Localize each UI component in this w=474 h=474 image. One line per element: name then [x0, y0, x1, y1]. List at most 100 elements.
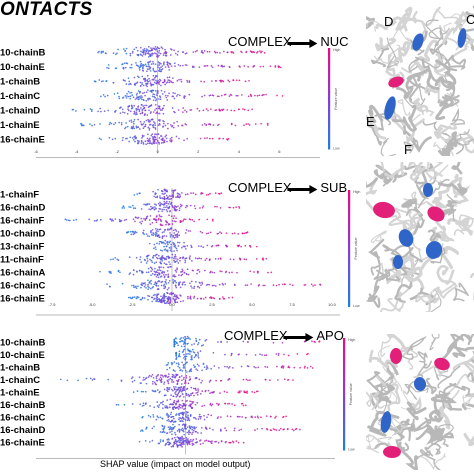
shap-point: [152, 137, 154, 140]
shap-point: [145, 286, 147, 289]
shap-point: [171, 223, 174, 225]
shap-point: [169, 240, 172, 243]
shap-point: [185, 337, 188, 340]
shap-point: [152, 141, 155, 144]
shap-point: [180, 271, 182, 273]
shap-point: [180, 442, 183, 445]
shap-point: [176, 389, 179, 391]
shap-point: [228, 366, 231, 368]
shap-point: [170, 80, 172, 83]
shap-point: [142, 123, 145, 125]
shap-point: [144, 284, 147, 286]
shap-point: [171, 220, 174, 222]
shap-point: [265, 415, 268, 418]
shap-point: [204, 296, 207, 299]
shap-point: [254, 123, 257, 125]
shap-point: [266, 124, 269, 126]
shap-point: [96, 219, 99, 221]
shap-point: [130, 233, 133, 236]
shap-point: [165, 209, 168, 211]
shap-point: [169, 426, 172, 428]
shap-point: [279, 66, 282, 69]
shap-point: [310, 283, 313, 286]
shap-point: [161, 424, 164, 427]
shap-point: [145, 99, 148, 102]
shap-point: [130, 119, 133, 122]
x-tick-label: -2: [115, 149, 119, 154]
shap-point: [162, 62, 165, 65]
shap-point: [203, 94, 206, 97]
colorbar-low-label: Low: [333, 147, 340, 151]
shap-point: [191, 400, 193, 403]
shap-point: [166, 288, 169, 291]
shap-point: [147, 118, 149, 121]
shap-point: [157, 133, 159, 135]
shap-point: [98, 137, 101, 140]
shap-point: [160, 84, 162, 87]
shap-point: [152, 67, 155, 70]
shap-point: [161, 203, 164, 206]
shap-point: [93, 219, 96, 222]
shap-point: [196, 343, 199, 346]
shap-point: [136, 390, 139, 392]
shap-point: [169, 203, 172, 205]
shap-point: [159, 197, 162, 200]
shap-point: [282, 365, 285, 368]
shap-point: [185, 404, 187, 406]
shap-point: [185, 415, 187, 417]
shap-point: [181, 283, 184, 285]
shap-point: [149, 140, 151, 143]
shap-point: [174, 293, 176, 296]
shap-point: [211, 219, 214, 222]
shap-point: [156, 389, 159, 391]
shap-point: [185, 52, 188, 55]
shap-point: [161, 417, 163, 420]
shap-point: [189, 230, 192, 232]
shap-point: [126, 231, 128, 234]
shap-point: [199, 350, 202, 352]
shap-point: [171, 375, 174, 378]
shap-point: [176, 436, 179, 438]
shap-point: [198, 338, 201, 341]
shap-point: [141, 108, 144, 111]
shap-point: [163, 78, 166, 81]
shap-point: [176, 53, 179, 56]
shap-point: [218, 123, 220, 126]
shap-panel-sub: COMPLEX SUB -7.5 -5.0 -2.5 0.0 2.5 5.0 7.5 10.0 Hi…: [0, 170, 366, 316]
shap-point: [211, 218, 214, 221]
shap-point: [142, 84, 145, 87]
shap-point: [140, 107, 142, 109]
shap-point: [241, 416, 243, 418]
shap-point: [216, 244, 218, 247]
shap-point: [176, 195, 179, 198]
shap-point: [156, 195, 159, 198]
shap-point: [140, 286, 142, 289]
shap-point: [181, 246, 183, 249]
shap-point: [138, 69, 141, 71]
shap-point: [201, 282, 204, 285]
shap-point: [281, 283, 284, 286]
shap-point: [185, 377, 188, 379]
shap-point: [152, 69, 155, 71]
shap-point: [149, 70, 152, 72]
shap-point: [150, 104, 153, 106]
shap-point: [231, 232, 234, 235]
shap-point: [228, 66, 231, 68]
shap-point: [283, 428, 285, 431]
shap-point: [151, 389, 154, 392]
shap-point: [174, 111, 176, 114]
shap-point: [107, 109, 110, 112]
shap-point: [198, 257, 201, 260]
shap-point: [166, 412, 168, 415]
shap-point: [152, 74, 155, 77]
feature-label: 16-chainF: [0, 216, 45, 227]
shap-point: [174, 52, 177, 55]
shap-point: [168, 205, 171, 208]
shap-point: [180, 80, 183, 83]
shap-point: [168, 200, 171, 203]
shap-point: [174, 275, 177, 278]
shap-point: [168, 69, 171, 71]
shap-point: [257, 416, 259, 419]
shap-point: [174, 407, 177, 409]
shap-point: [149, 137, 151, 140]
